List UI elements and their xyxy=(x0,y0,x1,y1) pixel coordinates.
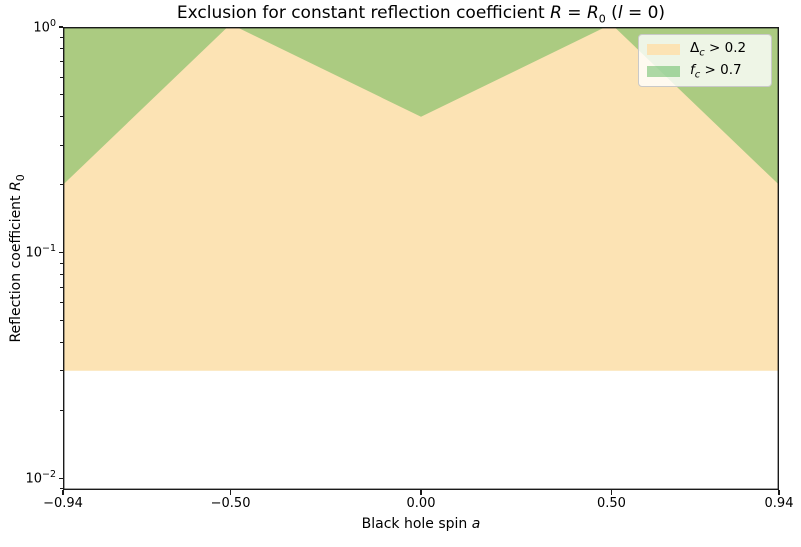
y-minor-tick xyxy=(60,287,63,289)
y-minor-tick xyxy=(60,320,63,322)
x-tick-label: 0.94 xyxy=(764,496,794,511)
legend-sub-f: c xyxy=(694,69,701,81)
legend-swatch-f xyxy=(647,65,680,77)
ylabel-math-R: R xyxy=(8,181,25,191)
x-tick xyxy=(420,490,422,495)
title-sub-0: 0 xyxy=(598,12,606,26)
legend-entry-f: fc > 0.7 xyxy=(647,62,763,81)
y-tick-label: 10−1 xyxy=(25,243,56,261)
title-eq: = xyxy=(561,3,587,23)
xlabel-text: Black hole spin xyxy=(361,516,472,532)
legend-swatch-delta xyxy=(647,44,680,56)
x-tick xyxy=(62,490,64,495)
x-tick xyxy=(229,490,232,495)
x-tick xyxy=(610,490,612,495)
y-minor-tick xyxy=(60,302,63,304)
y-minor-tick xyxy=(60,48,63,50)
legend-sub-delta: c xyxy=(699,47,705,59)
y-tick xyxy=(58,252,63,254)
y-tick-label: 100 xyxy=(33,17,56,35)
chart-title: Exclusion for constant reflection coeffi… xyxy=(63,3,779,25)
y-tick xyxy=(58,26,63,28)
title-math-l: l xyxy=(617,3,623,23)
plot-area: Δc > 0.2 fc > 0.7 xyxy=(63,27,779,490)
y-minor-tick xyxy=(60,61,63,63)
legend-label-f: fc > 0.7 xyxy=(690,62,742,81)
y-minor-tick xyxy=(60,76,63,78)
y-minor-tick xyxy=(60,370,63,372)
region-delta-exclusion xyxy=(63,27,779,371)
ylabel-sub-0: 0 xyxy=(13,174,27,182)
legend-sym-f: f xyxy=(690,62,695,79)
x-tick-label: 0.00 xyxy=(406,496,436,511)
title-math-R0: R xyxy=(586,3,599,23)
title-paren-close: = 0) xyxy=(622,3,666,23)
y-minor-tick xyxy=(60,410,63,412)
y-minor-tick xyxy=(60,488,63,490)
y-minor-tick xyxy=(60,116,63,118)
legend-sym-delta: Δ xyxy=(690,40,700,57)
x-tick-label: −0.50 xyxy=(210,496,251,511)
y-minor-tick xyxy=(60,94,63,96)
y-minor-tick xyxy=(60,184,63,186)
y-minor-tick xyxy=(60,262,63,264)
chart-canvas xyxy=(63,27,779,490)
y-tick-label: 10−2 xyxy=(25,469,56,487)
legend: Δc > 0.2 fc > 0.7 xyxy=(638,34,772,87)
x-tick-label: −0.94 xyxy=(43,496,83,511)
region-f-exclusion xyxy=(63,27,779,185)
y-minor-tick xyxy=(60,342,63,344)
title-paren: ( xyxy=(605,3,618,23)
ylabel-text: Reflection coefficient xyxy=(8,190,25,343)
y-tick xyxy=(58,477,63,480)
x-axis-label: Black hole spin a xyxy=(63,516,779,532)
x-tick-label: 0.50 xyxy=(596,496,626,511)
xlabel-math-a: a xyxy=(471,516,481,532)
title-math-R: R xyxy=(550,3,562,23)
legend-rest-f: > 0.7 xyxy=(700,62,742,79)
y-minor-tick xyxy=(60,144,63,146)
legend-entry-delta: Δc > 0.2 xyxy=(647,40,763,59)
x-tick xyxy=(778,490,780,495)
legend-label-delta: Δc > 0.2 xyxy=(690,40,746,59)
y-minor-tick xyxy=(60,36,63,38)
y-minor-tick xyxy=(60,274,63,276)
axes-frame xyxy=(63,27,779,490)
title-text: Exclusion for constant reflection coeffi… xyxy=(176,3,551,23)
legend-rest-delta: > 0.2 xyxy=(704,40,747,57)
